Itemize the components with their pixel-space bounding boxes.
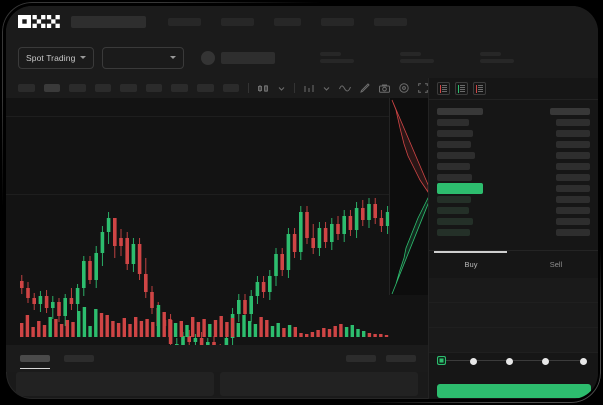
chevron-down-icon bbox=[170, 56, 177, 59]
amount-percent-slider[interactable] bbox=[437, 356, 591, 366]
okx-logo-icon[interactable] bbox=[18, 15, 60, 28]
chart-toolbar bbox=[6, 78, 428, 98]
indicator-dropdown-icon[interactable] bbox=[323, 86, 330, 91]
orderbook-ask-row[interactable] bbox=[437, 128, 590, 139]
toolbar-divider bbox=[294, 83, 296, 93]
trade-form-fields bbox=[429, 278, 598, 353]
chart-settings-icon[interactable] bbox=[399, 83, 409, 93]
slider-step-25[interactable] bbox=[470, 357, 477, 365]
snapshot-icon[interactable] bbox=[379, 84, 391, 93]
main-nav bbox=[168, 17, 407, 26]
timeframe-1d[interactable] bbox=[145, 84, 163, 92]
orders-panels bbox=[6, 372, 428, 399]
market-type-label: Spot Trading bbox=[26, 52, 76, 63]
tab-open-orders[interactable] bbox=[20, 355, 50, 369]
market-subheader: Spot Trading bbox=[6, 37, 598, 78]
header-search-placeholder[interactable] bbox=[71, 15, 146, 28]
coin-avatar-icon bbox=[201, 50, 216, 65]
orderbook-view-asks-icon[interactable] bbox=[473, 82, 486, 95]
buy-sell-tabbar: Buy Sell bbox=[429, 250, 598, 276]
drawing-tools-icon[interactable] bbox=[360, 83, 370, 93]
chart-gridline bbox=[6, 194, 428, 195]
market-depth-overlay bbox=[389, 98, 428, 295]
orderbook-ask-row[interactable] bbox=[437, 150, 590, 161]
stat-24h-volume bbox=[480, 52, 515, 63]
candle-type-icon[interactable] bbox=[258, 84, 269, 93]
orderbook-last-price bbox=[437, 183, 590, 194]
bottom-panel-right[interactable] bbox=[220, 372, 418, 396]
tab-buy[interactable]: Buy bbox=[464, 260, 478, 269]
timeframe-1w[interactable] bbox=[171, 84, 189, 92]
chevron-down-icon bbox=[80, 56, 87, 59]
candle-type-dropdown-icon[interactable] bbox=[278, 86, 285, 91]
tab-order-history[interactable] bbox=[64, 355, 94, 362]
volume-chart bbox=[6, 301, 428, 345]
total-field[interactable] bbox=[429, 328, 598, 353]
slider-step-100[interactable] bbox=[580, 357, 587, 365]
timeframe-15m[interactable] bbox=[69, 84, 86, 92]
nav-item-3[interactable] bbox=[274, 17, 301, 26]
slider-step-75[interactable] bbox=[542, 357, 549, 365]
timeframe-4h[interactable] bbox=[120, 84, 137, 92]
timeframe-5m[interactable] bbox=[43, 84, 61, 92]
bottom-action-1[interactable] bbox=[346, 355, 376, 362]
amount-field[interactable] bbox=[429, 303, 598, 328]
orderbook-trade-panel: Buy Sell bbox=[428, 78, 598, 399]
timeframe-1mo[interactable] bbox=[197, 84, 214, 92]
bottom-action-2[interactable] bbox=[386, 355, 416, 362]
nav-item-5[interactable] bbox=[374, 17, 407, 26]
indicator-icon[interactable] bbox=[304, 84, 314, 93]
stat-24h-low bbox=[400, 52, 435, 63]
slider-step-50[interactable] bbox=[506, 357, 513, 365]
toolbar-divider bbox=[248, 83, 250, 93]
orderbook-ask-row[interactable] bbox=[437, 139, 590, 150]
timeframe-1m[interactable] bbox=[18, 84, 35, 92]
orderbook-bid-row[interactable] bbox=[437, 194, 590, 205]
tablet-device-frame: Spot Trading bbox=[6, 6, 598, 399]
orderbook-view-both-icon[interactable] bbox=[437, 82, 450, 95]
nav-item-1[interactable] bbox=[168, 17, 201, 26]
slider-step-0[interactable] bbox=[437, 356, 446, 365]
volume-series bbox=[20, 305, 389, 337]
orderbook-ask-row[interactable] bbox=[437, 161, 590, 172]
orderbook-column-headers bbox=[437, 106, 590, 117]
app-header bbox=[6, 6, 598, 37]
orderbook-bid-row[interactable] bbox=[437, 227, 590, 238]
orderbook-rows bbox=[429, 100, 598, 238]
orderbook-view-toggles bbox=[429, 78, 598, 100]
orders-tabbar bbox=[6, 345, 428, 372]
market-stats bbox=[320, 52, 515, 63]
orderbook-bid-row[interactable] bbox=[437, 216, 590, 227]
orderbook-ask-row[interactable] bbox=[437, 172, 590, 183]
nav-item-2[interactable] bbox=[221, 17, 254, 26]
buy-submit-button[interactable] bbox=[437, 384, 591, 398]
timeframe-1h[interactable] bbox=[94, 84, 112, 92]
tab-sell[interactable]: Sell bbox=[549, 260, 563, 269]
price-chart[interactable] bbox=[6, 98, 428, 345]
bottom-panel-left[interactable] bbox=[16, 372, 214, 396]
orderbook-view-bids-icon[interactable] bbox=[455, 82, 468, 95]
slider-track bbox=[441, 360, 587, 362]
stat-24h-high bbox=[320, 52, 355, 63]
chart-gridline bbox=[6, 116, 428, 117]
pair-name-placeholder bbox=[221, 51, 276, 64]
active-tab-underline bbox=[434, 251, 507, 253]
trendline-icon[interactable] bbox=[339, 84, 352, 92]
orderbook-ask-row[interactable] bbox=[437, 117, 590, 128]
trading-pair-selector[interactable] bbox=[102, 46, 185, 69]
market-type-selector[interactable]: Spot Trading bbox=[18, 46, 95, 69]
orderbook-bid-row[interactable] bbox=[437, 205, 590, 216]
fullscreen-icon[interactable] bbox=[418, 83, 428, 93]
timeframe-more[interactable] bbox=[222, 84, 240, 92]
nav-item-4[interactable] bbox=[321, 17, 354, 26]
orders-actions bbox=[346, 355, 428, 362]
price-field[interactable] bbox=[429, 278, 598, 303]
